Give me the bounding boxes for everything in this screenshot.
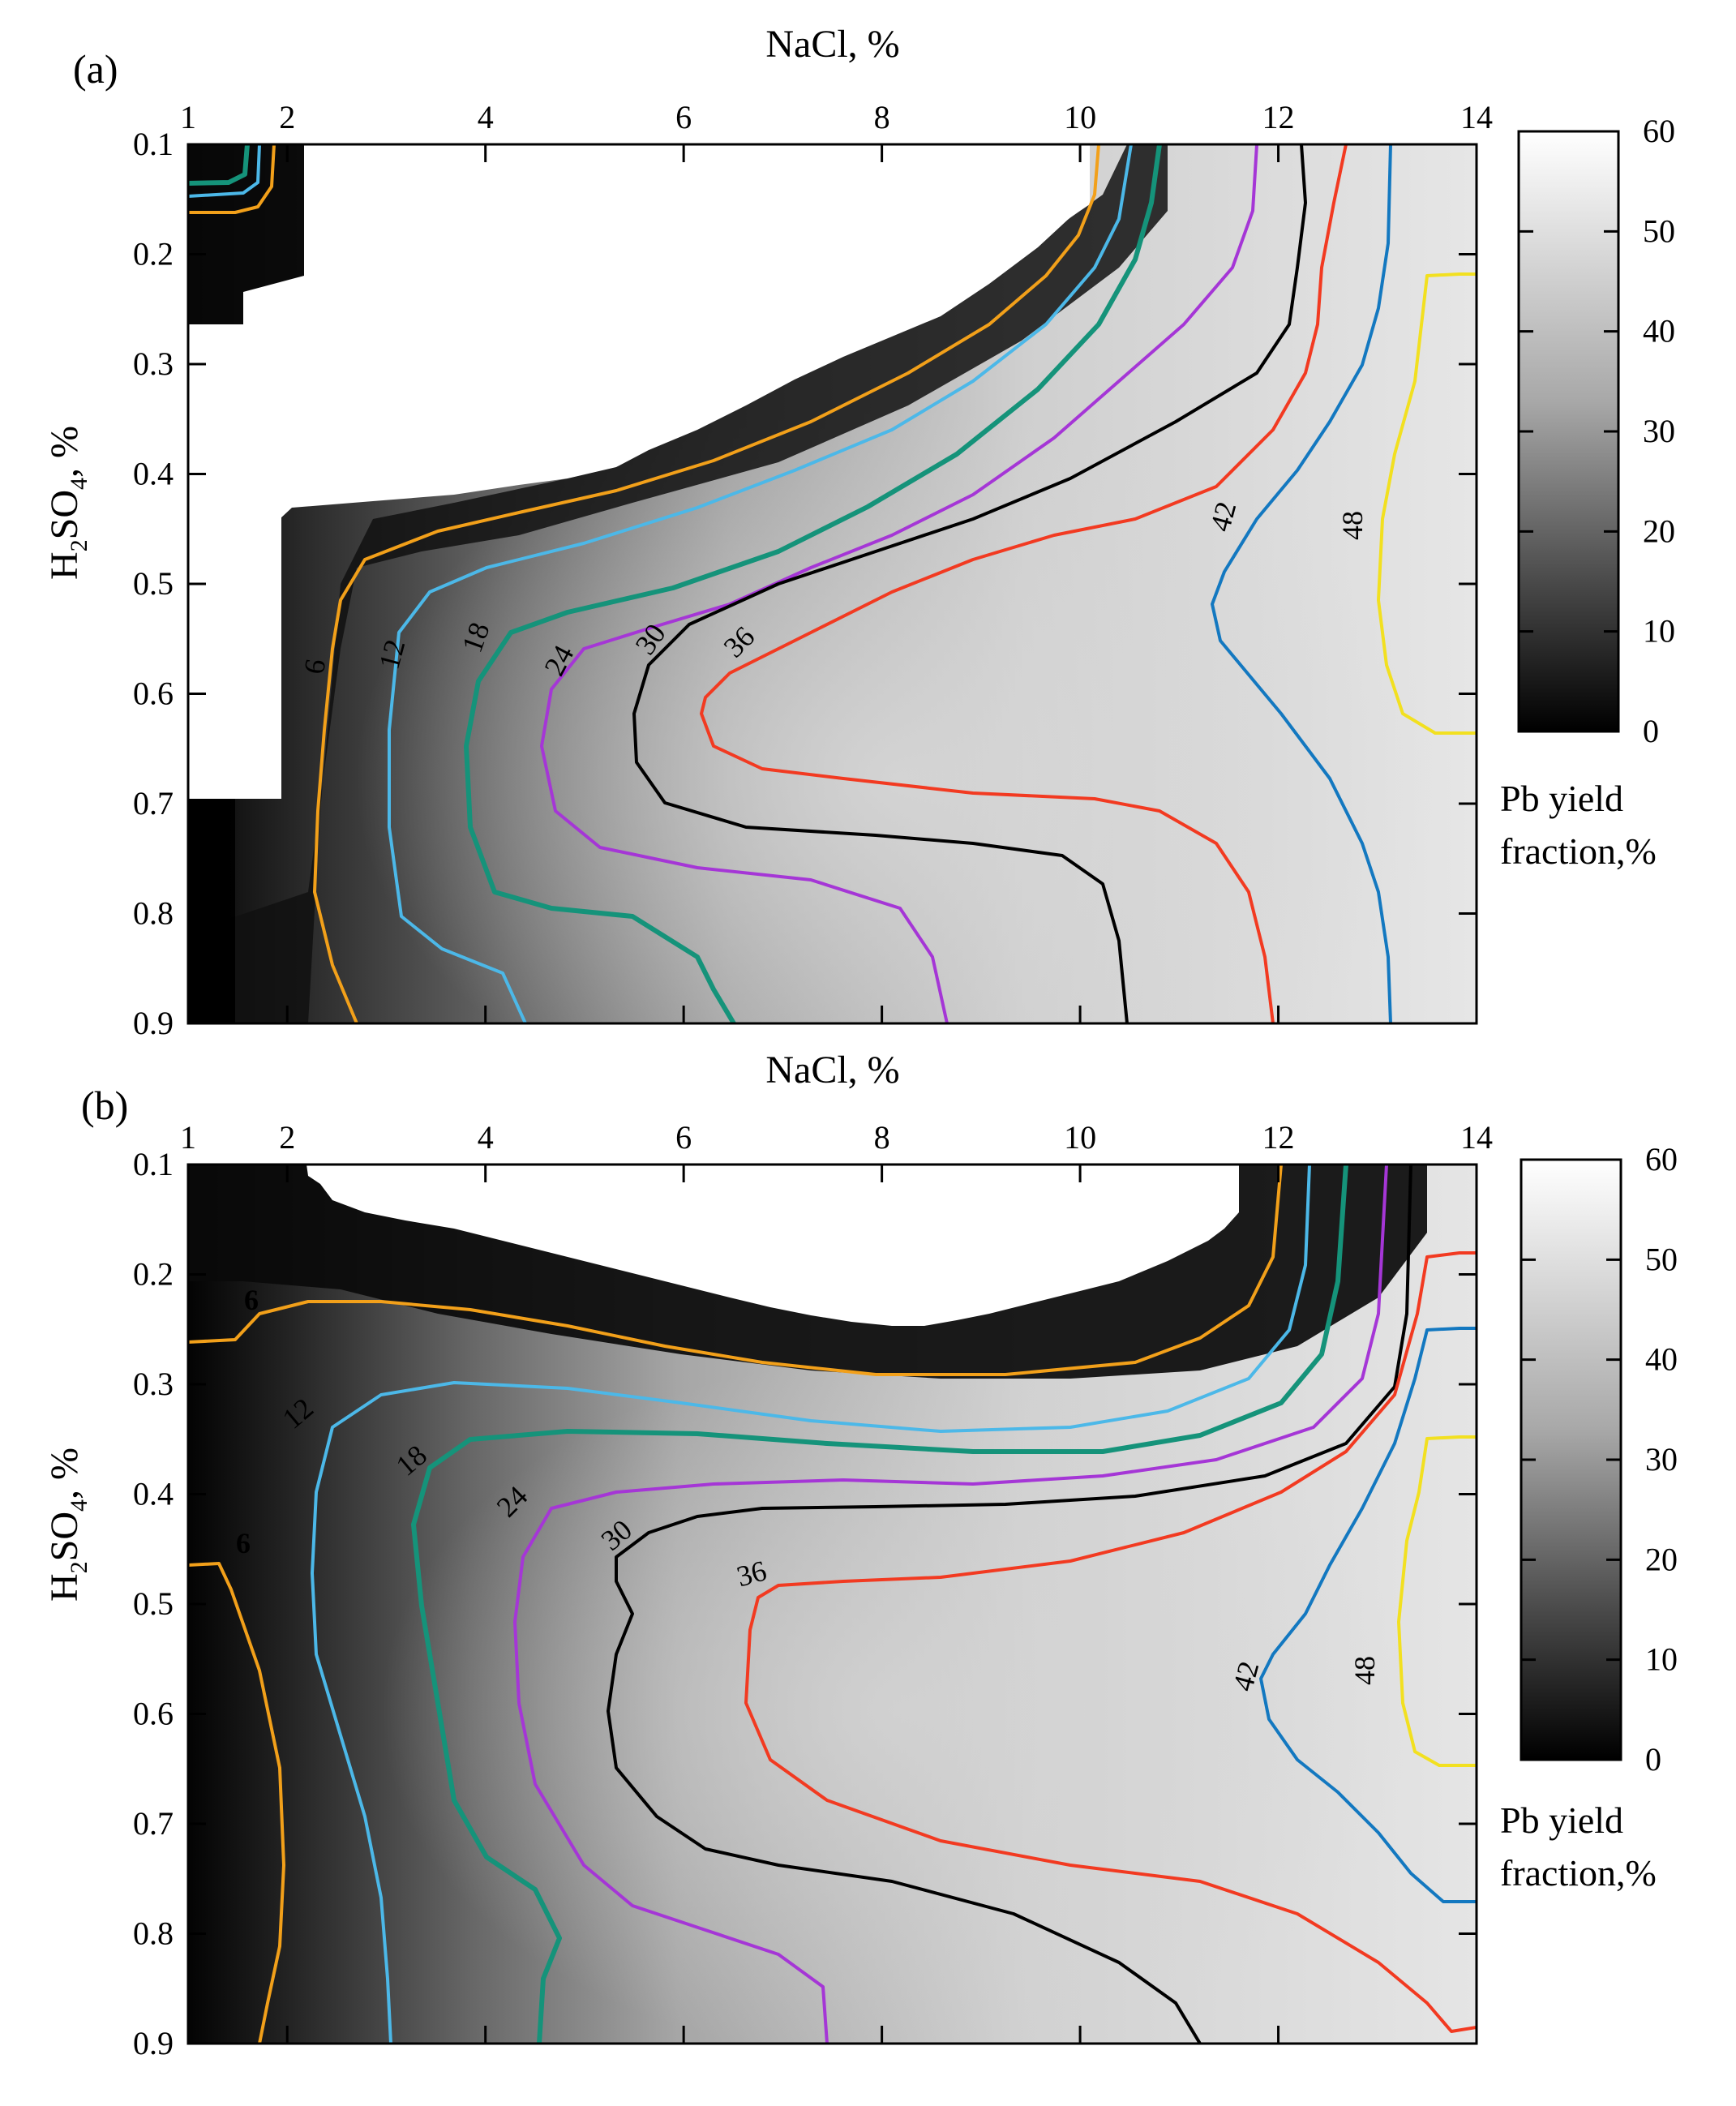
panel-a-ytick-label-8: 0.9: [133, 1005, 174, 1041]
panel-a-contour-12: [188, 144, 1133, 1023]
panel-b-xtick-label-7: 14: [1460, 1119, 1493, 1156]
panel-a-white-region-top: [188, 144, 1090, 1023]
panel-b-xlabel: NaCl, %: [765, 1049, 899, 1092]
panel-a-axes: 1 2 4 6 8 10 12 140.10.20.30.40.50.60.70.80.9: [133, 99, 1493, 1041]
panel-b-ytick-label-3: 0.4: [133, 1476, 174, 1512]
panel-b-ytick-label-4: 0.5: [133, 1585, 174, 1622]
panel-a-cbar-label-0: 0: [1643, 713, 1659, 749]
panel-b-cbar-label-3: 30: [1645, 1441, 1678, 1478]
panel-a-colorbar-title-2: fraction,%: [1500, 830, 1657, 872]
panel-b-colorbar-title-2: fraction,%: [1500, 1852, 1657, 1894]
panel-b-contour-label-48: 48: [1348, 1656, 1381, 1685]
panel-a-cbar-label-1: 10: [1643, 613, 1675, 650]
panel-b-xtick-label-1: 2: [279, 1119, 295, 1156]
panel-a-xlabel: NaCl, %: [765, 23, 899, 66]
panel-a-ytick-label-2: 0.3: [133, 345, 174, 382]
panel-a-contour-30: [632, 144, 1307, 1023]
panel-b-xtick-label-3: 6: [675, 1119, 692, 1156]
panel-a-ytick-label-0: 0.1: [133, 126, 174, 162]
panel-b-cbar-label-5: 50: [1645, 1241, 1678, 1277]
panel-a-colorbar-title-1: Pb yield: [1500, 778, 1623, 819]
panel-b-ytick-label-2: 0.3: [133, 1366, 174, 1402]
panel-a-contour-label-48: 48: [1336, 511, 1369, 540]
panel-b: 1 2 4 6 8 10 12 140.10.20.30.40.50.60.70.80.9 6…: [43, 1049, 1678, 2061]
panel-b-ytick-label-0: 0.1: [133, 1146, 174, 1182]
panel-b-cbar-label-4: 40: [1645, 1341, 1678, 1378]
panel-a-ytick-label-7: 0.8: [133, 895, 174, 932]
panel-b-xtick-label-0: 1: [180, 1119, 196, 1156]
panel-b-contour-48: [1397, 1435, 1477, 1767]
panel-b-ytick-label-8: 0.9: [133, 2025, 174, 2061]
panel-b-white-region: [306, 1165, 1239, 1326]
panel-b-contour-24: [513, 1165, 1388, 2044]
panel-a-colorbar-ticks: 0 10 20 30 40 50 60: [1519, 113, 1675, 749]
panel-b-colorbar-title-1: Pb yield: [1500, 1799, 1623, 1841]
panel-b-cbar-label-6: 60: [1645, 1141, 1678, 1177]
panel-a-xtick-label-6: 12: [1262, 99, 1295, 135]
panel-b-ytick-label-6: 0.7: [133, 1805, 174, 1842]
panel-b-contour-6-top: [188, 1165, 1283, 1376]
panel-a-field: [188, 144, 1477, 1023]
panel-a-xtick-label-1: 2: [279, 99, 295, 135]
panel-b-label: (b): [81, 1083, 128, 1128]
panel-a-ytick-label-1: 0.2: [133, 236, 174, 272]
panel-b-colorbar: [1520, 1158, 1622, 1761]
panel-a-xtick-label-5: 10: [1064, 99, 1096, 135]
panel-a-contour-24: [540, 144, 1258, 1023]
panel-a: 1 2 4 6 8 10 12 140.10.20.30.40.50.60.70.80.9 6…: [43, 23, 1675, 1041]
panel-b-cbar-label-2: 20: [1645, 1541, 1678, 1577]
panel-a-contour-6: [188, 144, 1100, 1023]
panel-a-label: (a): [73, 46, 118, 92]
panel-a-xtick-label-4: 8: [874, 99, 890, 135]
panel-b-xtick-label-2: 4: [478, 1119, 494, 1156]
panel-a-ylabel: H2SO4, %: [43, 426, 92, 580]
panel-a-contour-18: [188, 144, 1162, 1023]
panel-a-cbar-label-5: 50: [1643, 212, 1675, 249]
panel-a-contours: [188, 144, 1477, 1023]
panel-b-ytick-label-5: 0.6: [133, 1696, 174, 1732]
panel-a-white-left: [188, 337, 281, 799]
panel-b-contour-label-6-top: 6: [244, 1284, 259, 1316]
panel-b-ytick-label-1: 0.2: [133, 1256, 174, 1293]
panel-b-contour-36: [744, 1251, 1477, 2033]
panel-b-xtick-label-5: 10: [1064, 1119, 1096, 1156]
panel-b-contour-18: [411, 1165, 1348, 2044]
panel-b-contour-6-bottom: [188, 1562, 285, 2044]
panel-a-xtick-label-2: 4: [478, 99, 494, 135]
panel-b-contour-12: [311, 1165, 1311, 2044]
panel-b-contours: [188, 1165, 1477, 2044]
panel-b-colorbar-ticks: 0 10 20 30 40 50 60: [1521, 1141, 1678, 1778]
panel-b-field: [188, 1165, 1477, 2044]
panel-a-ytick-label-4: 0.5: [133, 565, 174, 602]
panel-a-contour-42: [1211, 144, 1392, 1023]
panel-a-xtick-label-3: 6: [675, 99, 692, 135]
panel-b-axes: 1 2 4 6 8 10 12 140.10.20.30.40.50.60.70.80.9: [133, 1119, 1493, 2061]
panel-a-colorbar: [1517, 130, 1620, 733]
panel-b-cbar-label-0: 0: [1645, 1741, 1661, 1778]
panel-a-xtick-label-7: 14: [1460, 99, 1493, 135]
panel-a-contour-48: [1377, 272, 1477, 735]
panel-a-cbar-label-3: 30: [1643, 413, 1675, 449]
panel-a-contour-36: [700, 144, 1348, 1023]
panel-a-cbar-label-4: 40: [1643, 313, 1675, 350]
panel-b-ytick-label-7: 0.8: [133, 1915, 174, 1952]
panel-a-ytick-label-5: 0.6: [133, 676, 174, 712]
panel-a-cbar-label-2: 20: [1643, 513, 1675, 549]
panel-b-contour-label-6-bottom: 6: [236, 1527, 251, 1559]
panel-b-contour-30: [607, 1165, 1412, 2044]
panel-a-cbar-label-6: 60: [1643, 113, 1675, 149]
panel-b-xtick-label-4: 8: [874, 1119, 890, 1156]
panel-b-ylabel: H2SO4, %: [43, 1448, 92, 1602]
panel-a-ytick-label-6: 0.7: [133, 785, 174, 821]
panel-b-xtick-label-6: 12: [1262, 1119, 1295, 1156]
panel-a-dark-left-strip: [188, 799, 235, 1023]
panel-b-contour-42: [1259, 1327, 1477, 1903]
panel-b-cbar-label-1: 10: [1645, 1641, 1678, 1678]
panel-a-ytick-label-3: 0.4: [133, 456, 174, 492]
panel-a-xtick-label-0: 1: [180, 99, 196, 135]
